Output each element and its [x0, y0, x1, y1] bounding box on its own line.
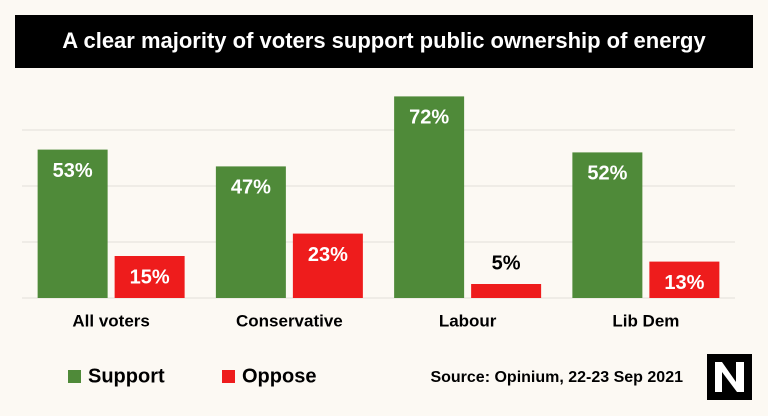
data-label: 72% [409, 107, 449, 129]
x-tick-label: Labour [439, 311, 497, 330]
legend-swatch [222, 370, 235, 383]
source: Source: Opinium, 22-23 Sep 2021 [430, 369, 683, 386]
logo-mark [715, 362, 744, 392]
data-label: 53% [53, 160, 93, 182]
x-tick-label: Conservative [236, 311, 343, 330]
data-label: 23% [308, 244, 348, 266]
data-label: 13% [664, 272, 704, 294]
bar [37, 149, 108, 298]
data-label: 5% [492, 252, 521, 274]
data-label: 52% [587, 163, 627, 185]
logo [707, 354, 752, 400]
bar [292, 233, 363, 298]
data-label: 47% [231, 177, 271, 199]
legend-swatch [68, 370, 81, 383]
bar [215, 166, 286, 298]
data-label: 15% [130, 266, 170, 288]
bar [394, 96, 465, 299]
x-tick-label: Lib Dem [612, 311, 679, 330]
legend-label: Support [88, 365, 165, 387]
bar [471, 284, 542, 298]
x-tick-label: All voters [72, 311, 149, 330]
bar [114, 256, 185, 298]
title-bar [15, 15, 753, 68]
bar [572, 152, 643, 298]
legend-label: Oppose [242, 365, 316, 387]
bar [649, 261, 720, 298]
chart-title: A clear majority of voters support publi… [62, 28, 706, 53]
